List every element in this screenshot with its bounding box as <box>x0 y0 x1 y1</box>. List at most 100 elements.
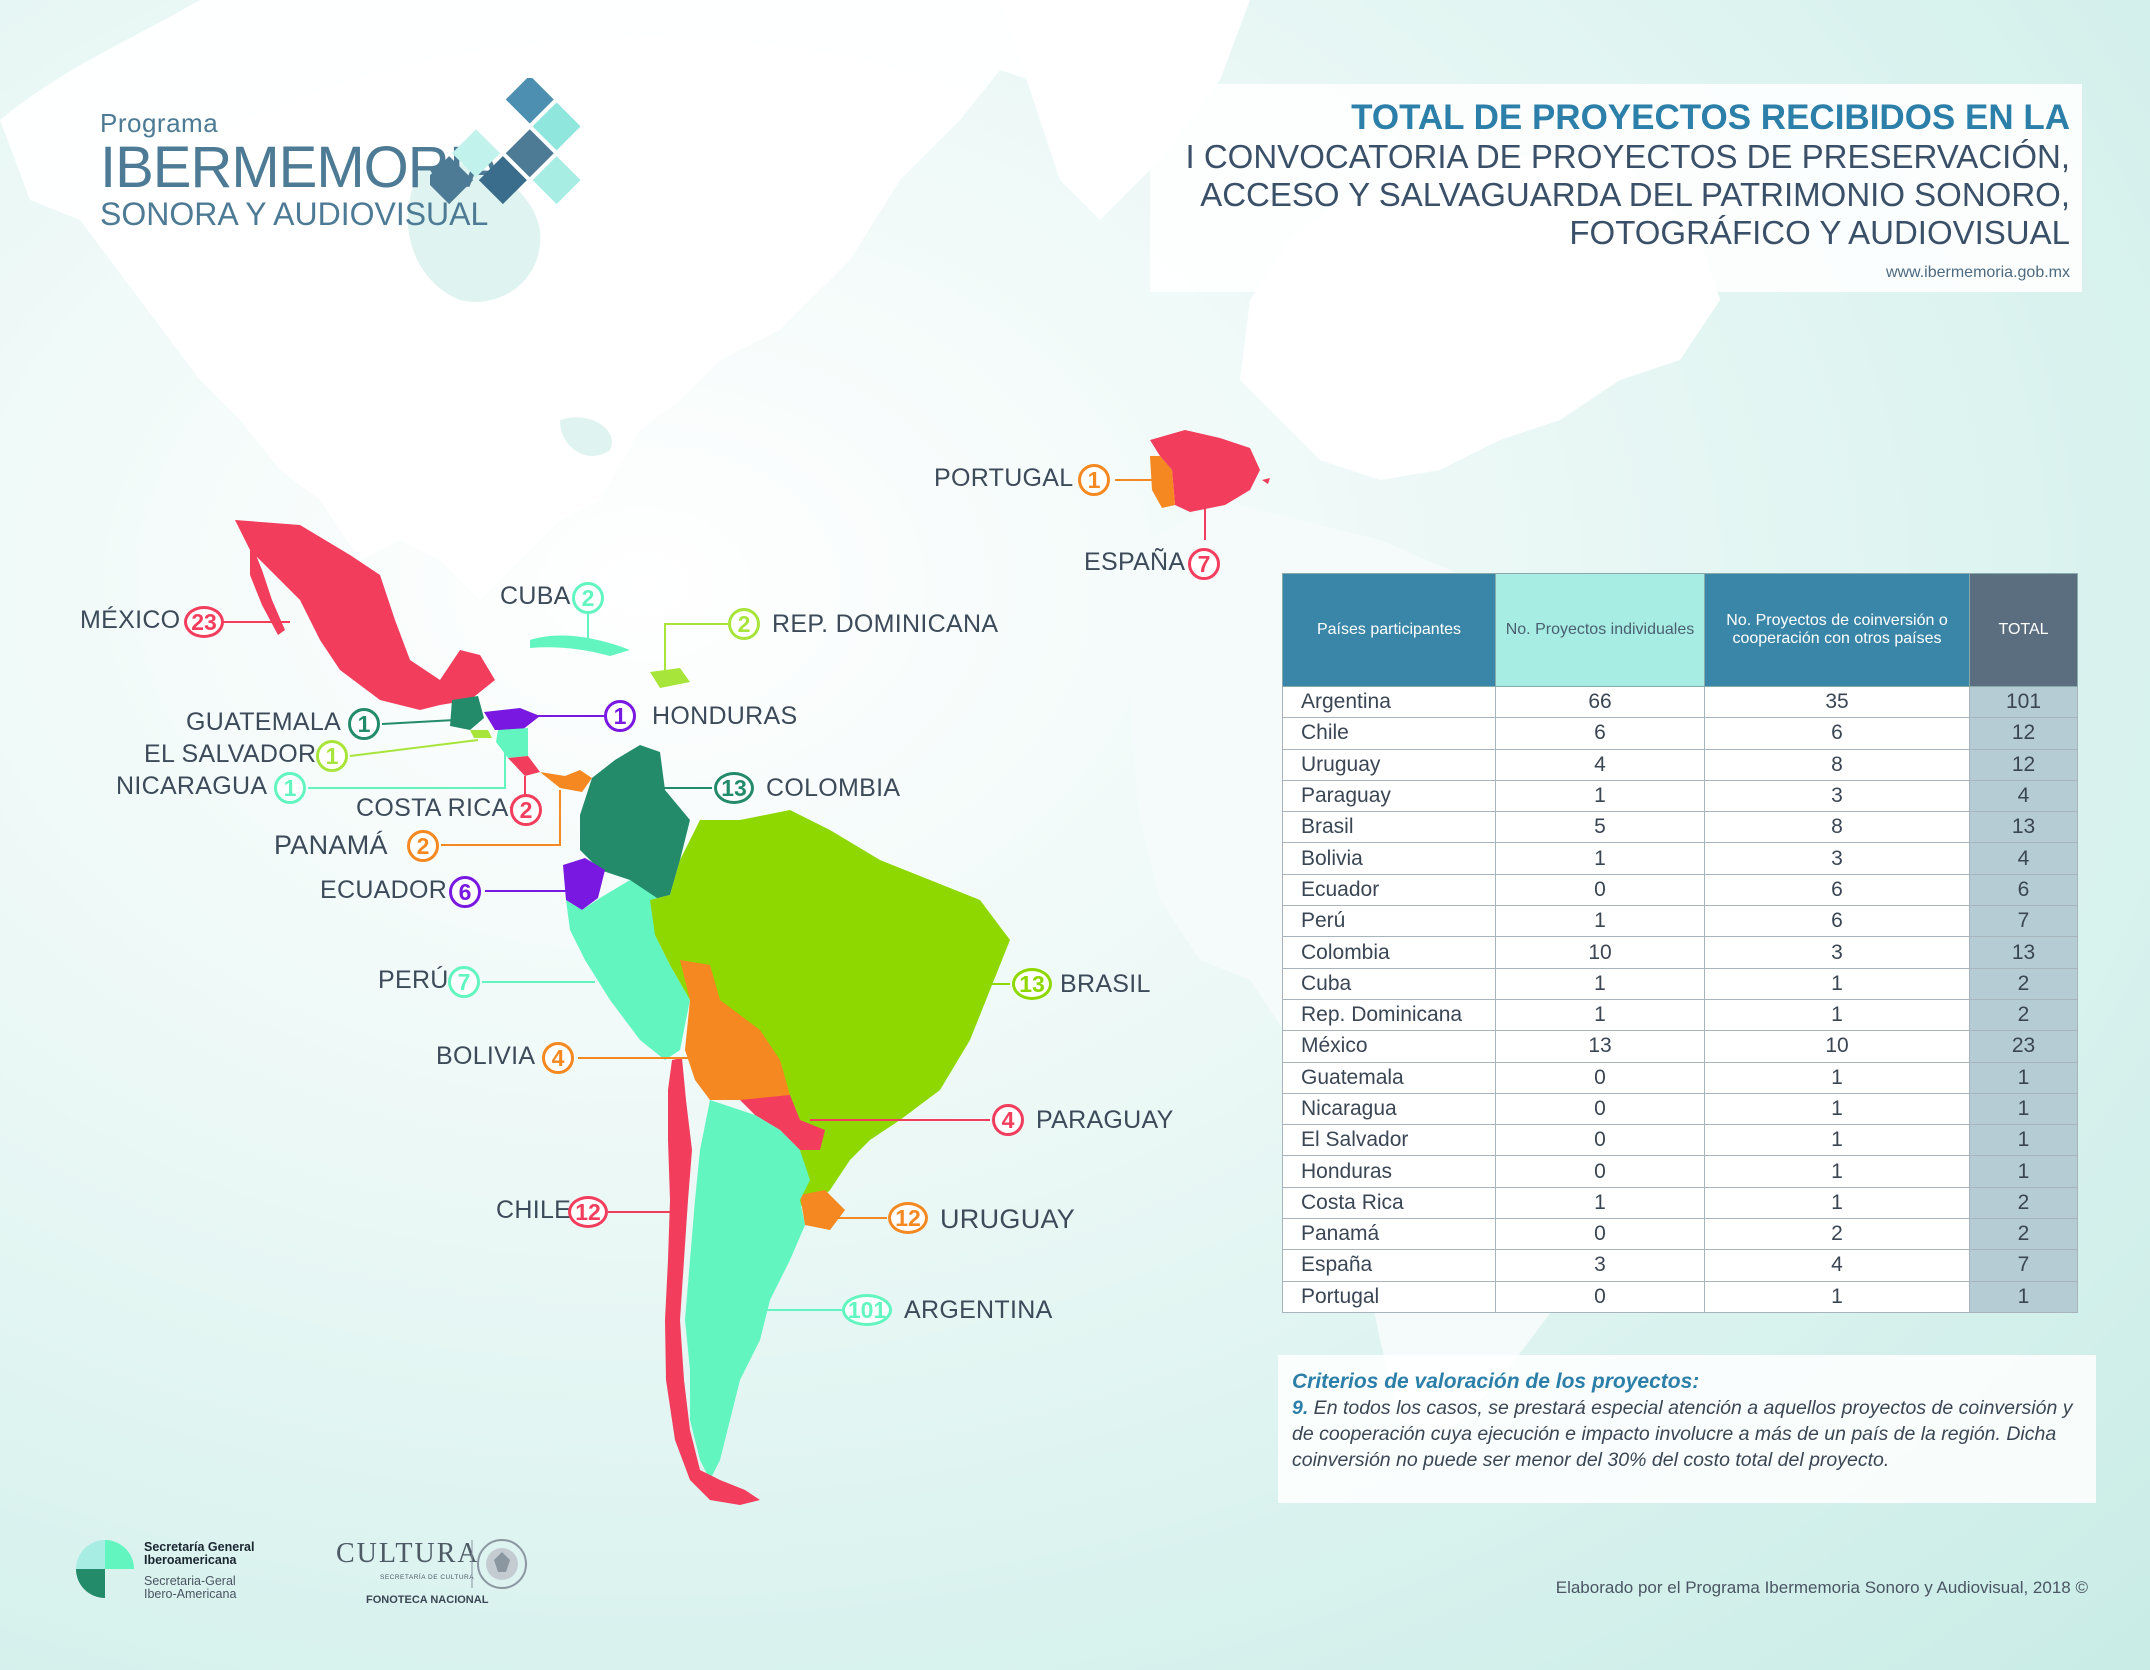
line-elsalvador <box>349 739 479 757</box>
label-uruguay: URUGUAY <box>940 1204 1076 1234</box>
cell-country: Chile <box>1282 717 1496 750</box>
cell-coinversion: 10 <box>1704 1030 1970 1063</box>
label-paraguay: PARAGUAY <box>1036 1106 1174 1134</box>
criteria-body: 9. En todos los casos, se prestará espec… <box>1292 1395 2082 1473</box>
table-row: México 13 10 23 <box>1282 1030 2078 1063</box>
greenland-land <box>1000 0 1250 220</box>
cell-country: Perú <box>1282 905 1496 938</box>
cell-coinversion: 6 <box>1704 717 1970 750</box>
table-row: Cuba 1 1 2 <box>1282 967 2078 1000</box>
guatemala-shape <box>450 696 484 730</box>
cell-total: 2 <box>1969 1186 2078 1220</box>
badge-mexico: 23 <box>184 606 224 638</box>
criteria-text: En todos los casos, se prestará especial… <box>1292 1397 2073 1471</box>
website-link[interactable]: www.ibermemoria.gob.mx <box>1885 264 2070 281</box>
segib-logo: Secretaría General Iberoamericana Secret… <box>74 1538 255 1605</box>
table-row: Bolivia 1 3 4 <box>1282 842 2078 875</box>
cell-coinversion: 2 <box>1704 1218 1970 1251</box>
costarica-shape <box>508 756 540 776</box>
north-america-land <box>0 0 1150 600</box>
table-row: Portugal 0 1 1 <box>1282 1280 2078 1313</box>
label-panama: PANAMÁ <box>274 830 388 860</box>
cell-country: Colombia <box>1282 936 1496 969</box>
mexico-seal-icon <box>471 1539 527 1589</box>
uruguay-shape <box>800 1190 845 1230</box>
cell-total: 13 <box>1969 936 2078 969</box>
badge-ecuador: 6 <box>449 876 481 908</box>
cell-individual: 6 <box>1495 717 1705 750</box>
label-peru: PERÚ <box>378 966 449 994</box>
cell-coinversion: 4 <box>1704 1249 1970 1282</box>
table-row: Rep. Dominicana 1 1 2 <box>1282 998 2078 1032</box>
cell-country: Nicaragua <box>1282 1092 1496 1126</box>
table-row: España 3 4 7 <box>1282 1249 2078 1282</box>
cell-total: 7 <box>1969 1249 2078 1282</box>
ibermemoria-logo: Programa IBERMEMORIA SONORA Y AUDIOVISUA… <box>100 108 502 231</box>
cell-individual: 1 <box>1495 967 1705 1000</box>
cell-total: 12 <box>1969 717 2078 750</box>
label-mexico: MÉXICO <box>80 606 181 634</box>
title-line3: ACCESO Y SALVAGUARDA DEL PATRIMONIO SONO… <box>1200 176 2070 213</box>
cell-coinversion: 35 <box>1704 685 1970 719</box>
badge-honduras: 1 <box>604 700 636 732</box>
cell-total: 2 <box>1969 967 2078 1000</box>
badge-espana: 7 <box>1188 548 1220 580</box>
footer-credit: Elaborado por el Programa Ibermemoria So… <box>1555 1578 2088 1597</box>
cell-coinversion: 6 <box>1704 905 1970 938</box>
badge-uruguay: 12 <box>888 1202 928 1234</box>
cuba-shape <box>530 635 630 656</box>
cell-country: Rep. Dominicana <box>1282 998 1496 1032</box>
cell-individual: 0 <box>1495 1155 1705 1188</box>
nicaragua-shape <box>496 728 528 758</box>
label-espana: ESPAÑA <box>1084 548 1186 576</box>
brasil-shape <box>650 810 1010 1210</box>
badge-panama: 2 <box>407 830 439 862</box>
badge-paraguay: 4 <box>992 1104 1024 1136</box>
cell-country: Honduras <box>1282 1155 1496 1188</box>
segib-logo-icon <box>76 1540 134 1598</box>
label-repdom: REP. DOMINICANA <box>772 610 999 638</box>
cell-total: 1 <box>1969 1155 2078 1188</box>
label-brasil: BRASIL <box>1060 970 1151 998</box>
cell-country: Portugal <box>1282 1280 1496 1313</box>
cell-total: 13 <box>1969 811 2078 844</box>
cell-individual: 0 <box>1495 873 1705 907</box>
cell-country: Costa Rica <box>1282 1186 1496 1220</box>
cell-individual: 3 <box>1495 1249 1705 1282</box>
label-chile: CHILE <box>496 1196 572 1224</box>
panama-shape <box>540 770 592 792</box>
badge-guatemala: 1 <box>348 708 380 740</box>
table-row: Uruguay 4 8 12 <box>1282 748 2078 781</box>
cell-total: 6 <box>1969 873 2078 907</box>
table-row: Chile 6 6 12 <box>1282 717 2078 750</box>
cell-coinversion: 1 <box>1704 1092 1970 1126</box>
cell-total: 4 <box>1969 842 2078 875</box>
cell-country: Argentina <box>1282 685 1496 719</box>
badge-argentina: 101 <box>842 1294 892 1326</box>
cell-country: Bolivia <box>1282 842 1496 875</box>
badge-portugal: 1 <box>1078 464 1110 496</box>
criteria-title: Criterios de valoración de los proyectos… <box>1292 1370 1700 1393</box>
badge-cuba: 2 <box>572 582 604 614</box>
chile-shape <box>665 1058 760 1505</box>
repdom-shape <box>650 668 690 688</box>
cell-coinversion: 1 <box>1704 1280 1970 1313</box>
cell-total: 1 <box>1969 1280 2078 1313</box>
cell-coinversion: 1 <box>1704 1124 1970 1157</box>
label-cuba: CUBA <box>500 582 571 610</box>
logo-line1: Programa <box>100 108 219 138</box>
cell-country: Guatemala <box>1282 1061 1496 1094</box>
table-row: Brasil 5 8 13 <box>1282 811 2078 844</box>
cell-coinversion: 1 <box>1704 998 1970 1032</box>
cell-individual: 10 <box>1495 936 1705 969</box>
label-ecuador: ECUADOR <box>320 876 448 904</box>
title-panel: TOTAL DE PROYECTOS RECIBIDOS EN LA I CON… <box>1150 84 2082 292</box>
cell-individual: 1 <box>1495 1186 1705 1220</box>
cell-individual: 5 <box>1495 811 1705 844</box>
paraguay-shape <box>740 1095 825 1150</box>
table-row: Perú 1 6 7 <box>1282 905 2078 938</box>
portugal-shape <box>1150 456 1175 508</box>
table-row: Panamá 0 2 2 <box>1282 1218 2078 1251</box>
cultura-text: CULTURA <box>336 1538 480 1569</box>
